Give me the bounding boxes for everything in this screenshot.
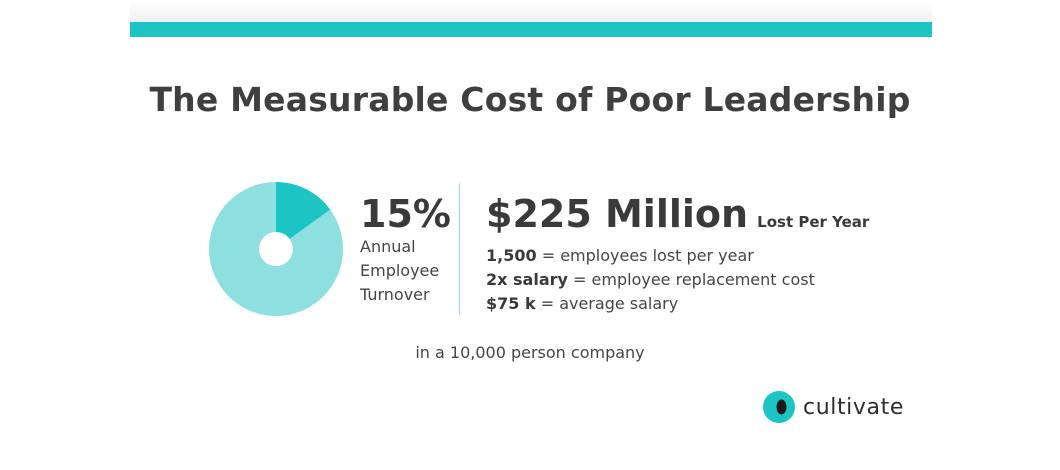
footnote: in a 10,000 person company: [415, 343, 645, 362]
fact-term: $75 k: [486, 294, 536, 313]
cultivate-logo-icon: [763, 391, 795, 423]
cost-amount: $225 Million: [486, 192, 749, 236]
cost-headline: $225 Million Lost Per Year: [486, 192, 906, 244]
turnover-label-line: Employee: [360, 261, 440, 280]
pie-slice-turnover: [276, 182, 331, 249]
turnover-percent: 15%: [360, 192, 451, 236]
turnover-stat: 15% Annual Employee Turnover: [360, 193, 456, 307]
fact-text: = average salary: [535, 294, 679, 313]
cost-fact-row: $75 k = average salary: [486, 292, 906, 316]
fact-term: 2x salary: [486, 270, 568, 289]
turnover-pie-chart: [209, 182, 343, 316]
fact-text: = employees lost per year: [536, 246, 754, 265]
cost-fact-row: 1,500 = employees lost per year: [486, 244, 906, 268]
page-title: The Measurable Cost of Poor Leadership: [149, 80, 911, 119]
header-shadow: [130, 0, 932, 22]
cost-stat: $225 Million Lost Per Year 1,500 = emplo…: [486, 192, 906, 316]
fact-term: 1,500: [486, 246, 537, 265]
cultivate-logo-text: cultivate: [803, 394, 904, 420]
turnover-label-line: Turnover: [360, 285, 430, 304]
pie-center-hole: [259, 232, 293, 266]
header-accent-bar: [130, 22, 932, 37]
cultivate-logo: cultivate: [763, 389, 904, 425]
cost-fact-row: 2x salary = employee replacement cost: [486, 268, 906, 292]
fact-text: = employee replacement cost: [567, 270, 815, 289]
turnover-label-line: Annual: [360, 237, 416, 256]
vertical-divider: [459, 183, 460, 315]
cost-suffix: Lost Per Year: [757, 213, 870, 231]
